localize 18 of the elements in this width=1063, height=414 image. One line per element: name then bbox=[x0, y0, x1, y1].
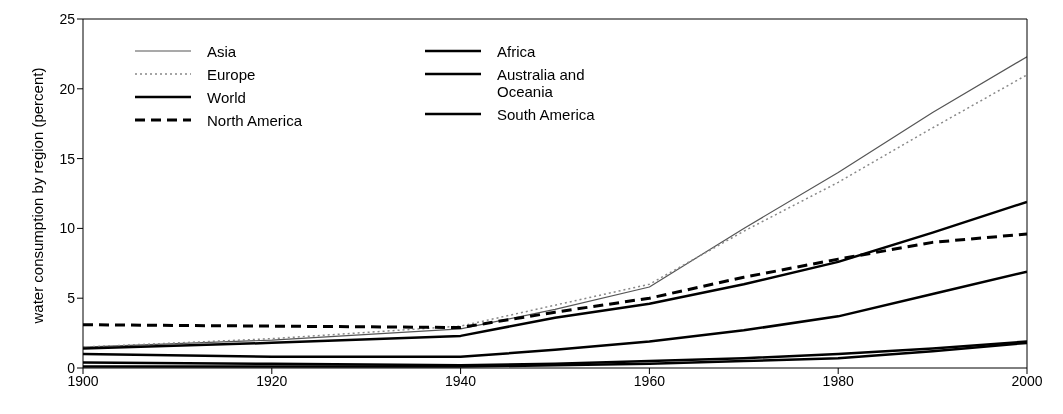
x-tick-label: 1920 bbox=[256, 372, 288, 389]
legend-label: Africa bbox=[497, 43, 537, 60]
legend-label: Asia bbox=[207, 43, 238, 60]
y-axis-title: water consumption by region (percent) bbox=[29, 67, 47, 325]
y-tick-label: 15 bbox=[59, 150, 76, 167]
legend-label: Europe bbox=[207, 66, 257, 83]
x-tick-label: 1980 bbox=[822, 372, 854, 389]
y-tick-label: 5 bbox=[67, 290, 76, 307]
legend-label: South America bbox=[497, 106, 596, 123]
legend-label: Australia and Oceania bbox=[497, 66, 586, 100]
x-tick-label: 1940 bbox=[445, 372, 477, 389]
y-tick-label: 20 bbox=[59, 80, 76, 97]
x-tick-label: 2000 bbox=[1011, 372, 1043, 389]
legend-label: World bbox=[207, 89, 247, 106]
legend-label: North America bbox=[207, 112, 304, 129]
y-tick-label: 25 bbox=[59, 10, 76, 27]
x-tick-label: 1960 bbox=[633, 372, 666, 389]
y-tick-label: 10 bbox=[59, 220, 76, 237]
